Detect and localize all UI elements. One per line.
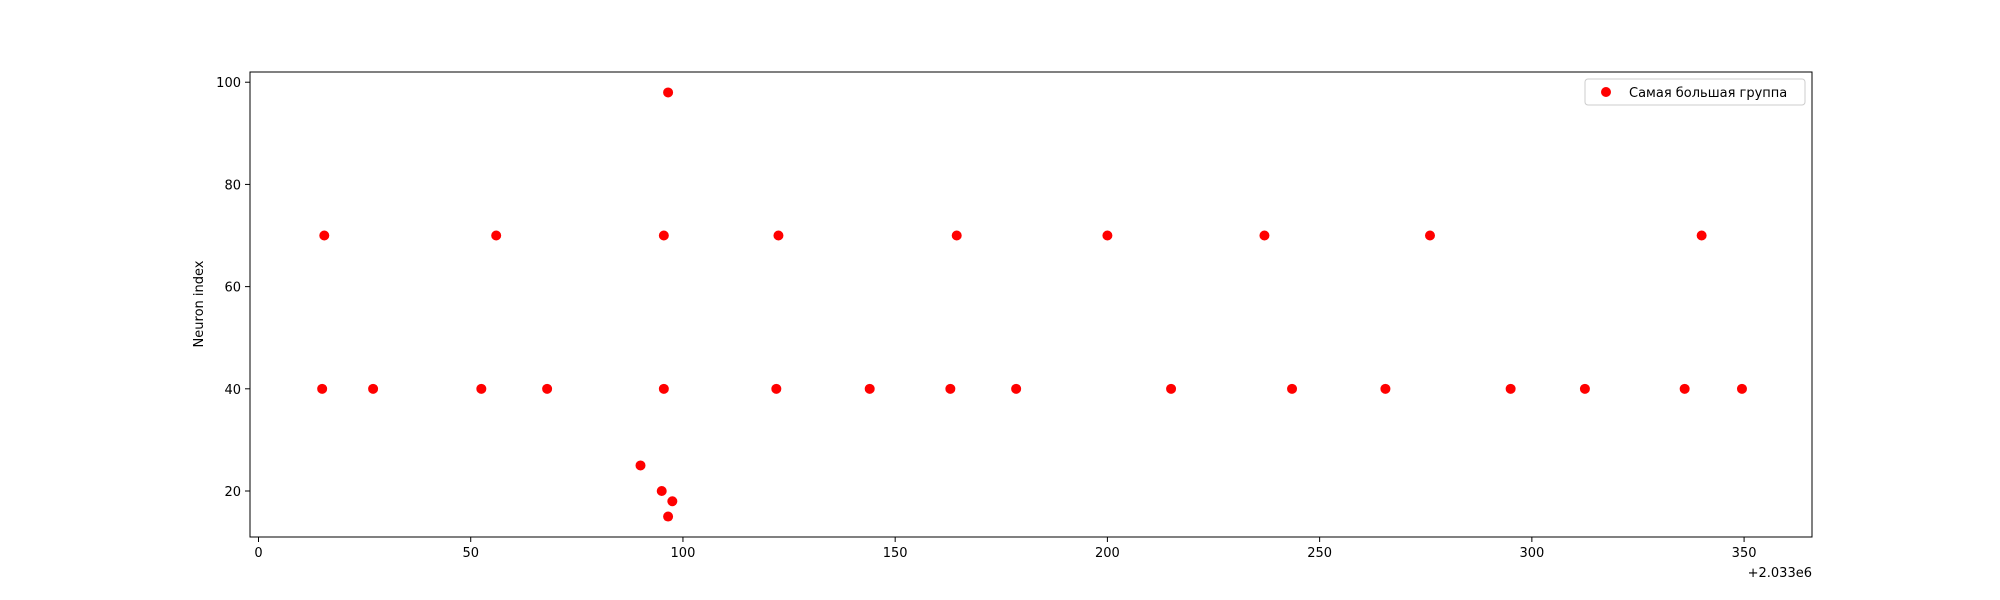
- data-point: [771, 383, 782, 394]
- data-point: [1166, 383, 1177, 394]
- data-points: [317, 87, 1747, 522]
- data-point: [1736, 383, 1747, 394]
- data-point: [319, 230, 330, 241]
- data-point: [663, 511, 674, 522]
- x-tick-label: 150: [883, 546, 908, 561]
- y-tick-label: 60: [224, 281, 241, 296]
- y-tick-label: 100: [216, 76, 241, 91]
- x-tick-label: 200: [1095, 546, 1120, 561]
- data-point: [864, 383, 875, 394]
- data-point: [667, 496, 678, 507]
- data-point: [656, 486, 667, 497]
- x-tick-label: 100: [671, 546, 696, 561]
- y-axis-label: Neuron index: [192, 260, 207, 347]
- data-point: [491, 230, 502, 241]
- data-point: [1102, 230, 1113, 241]
- data-point: [317, 383, 328, 394]
- data-point: [1011, 383, 1022, 394]
- x-tick-label: 0: [254, 546, 262, 561]
- data-point: [1259, 230, 1270, 241]
- data-point: [1579, 383, 1590, 394]
- data-point: [1287, 383, 1298, 394]
- data-point: [1696, 230, 1707, 241]
- y-tick-label: 80: [224, 178, 241, 193]
- x-tick-label: 350: [1732, 546, 1757, 561]
- data-point: [663, 87, 674, 98]
- data-point: [658, 383, 669, 394]
- x-axis-ticks: 0 50 100 150 200 250 300 350: [254, 537, 1757, 561]
- data-point: [773, 230, 784, 241]
- data-point: [658, 230, 669, 241]
- legend-marker: [1601, 87, 1611, 97]
- legend: Самая большая группа: [1584, 78, 1806, 106]
- x-tick-label: 50: [462, 546, 479, 561]
- y-axis-ticks: 20 40 60 80 100: [216, 76, 250, 500]
- data-point: [542, 383, 553, 394]
- x-axis-offset-label: +2.033e6: [1748, 566, 1812, 581]
- x-tick-label: 250: [1307, 546, 1332, 561]
- y-tick-label: 40: [224, 383, 241, 398]
- data-point: [945, 383, 956, 394]
- data-point: [1380, 383, 1391, 394]
- data-point: [476, 383, 487, 394]
- legend-box: [1584, 78, 1806, 106]
- data-point: [951, 230, 962, 241]
- y-tick-label: 20: [224, 485, 241, 500]
- x-tick-label: 300: [1519, 546, 1544, 561]
- data-point: [368, 383, 379, 394]
- data-point: [1679, 383, 1690, 394]
- legend-label: Самая большая группа: [1629, 86, 1787, 101]
- plot-area-frame: [249, 71, 1813, 538]
- data-point: [1505, 383, 1516, 394]
- data-point: [635, 460, 646, 471]
- data-point: [1424, 230, 1435, 241]
